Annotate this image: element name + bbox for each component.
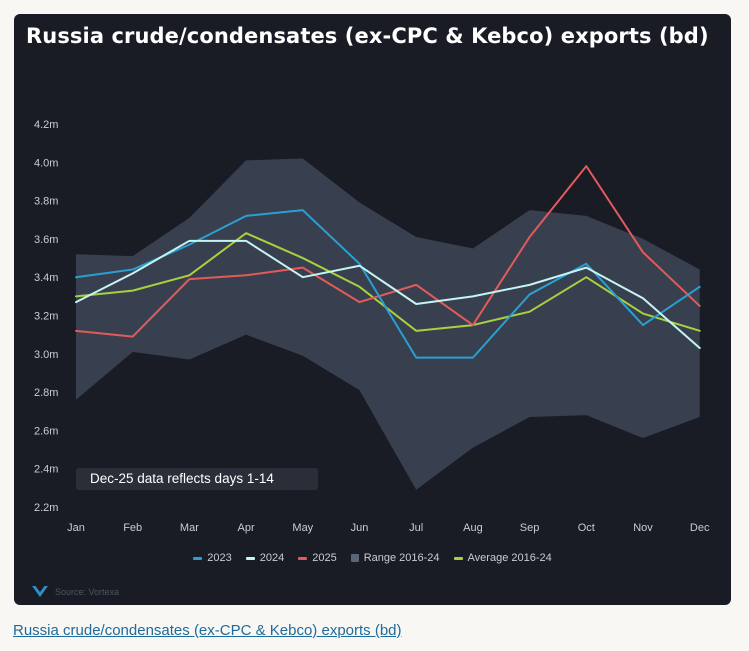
legend-swatch [350,554,359,562]
legend-swatch [193,556,203,560]
x-axis-ticks: Jan Feb Mar Apr May Jun Jul Aug Sep Oct Nov Dec [67,522,710,534]
x-tick-label: May [292,522,313,534]
y-tick-label: 3.8m [34,196,58,208]
legend-swatch [245,556,255,560]
legend-swatch [298,556,308,560]
chart-legend: 2023 2024 2025 Range 2016-24 Average 2016-24 [14,552,731,564]
legend-label: 2024 [259,552,285,564]
x-tick-label: Oct [578,522,595,534]
series-line-2023 [75,209,701,359]
y-axis-ticks: 2.2m 2.4m 2.6m 2.8m 3.0m 3.2m 3.4m 3.6m 3.8m 4.0m… [34,119,58,514]
x-tick-label: Sep [520,522,540,534]
range-band [76,158,700,490]
x-tick-label: Dec [690,522,710,534]
y-tick-label: 3.0m [34,349,58,361]
x-tick-label: Mar [180,522,199,534]
y-tick-label: 3.4m [34,272,58,284]
range-band-layer [76,158,700,490]
vortexa-logo-icon [32,586,48,597]
x-tick-label: Jun [351,522,369,534]
legend-item-range: Range 2016-24 [350,552,440,564]
y-tick-label: 2.6m [34,425,58,437]
y-tick-label: 3.6m [34,234,58,246]
chart-caption-link[interactable]: Russia crude/condensates (ex-CPC & Kebco… [13,622,402,639]
legend-item-2024: 2024 [245,552,285,564]
x-tick-label: Jan [67,522,85,534]
y-tick-label: 2.4m [34,464,58,476]
legend-item-2025: 2025 [298,552,337,564]
legend-item-2023: 2023 [193,552,232,564]
chart-plot: 2.2m 2.4m 2.6m 2.8m 3.0m 3.2m 3.4m 3.6m 3.8m 4.0m… [34,119,710,534]
y-tick-label: 2.8m [34,387,58,399]
chart-card: Russia crude/condensates (ex-CPC & Kebco… [14,14,731,605]
y-tick-label: 3.2m [34,311,58,323]
y-tick-label: 4.0m [34,157,58,169]
legend-label: 2023 [207,552,232,564]
x-tick-label: Jul [409,522,423,534]
series-lines-layer [75,165,701,359]
data-note: Dec-25 data reflects days 1-14 [76,468,318,490]
x-tick-label: Aug [463,522,483,534]
legend-label: 2025 [312,552,337,564]
x-tick-label: Feb [123,522,142,534]
series-line-2025 [75,165,701,338]
chart-title: Russia crude/condensates (ex-CPC & Kebco… [26,24,709,48]
legend-label: Range 2016-24 [363,552,440,564]
y-tick-label: 2.2m [34,502,58,514]
legend-label: Average 2016-24 [467,552,552,564]
legend-item-average: Average 2016-24 [453,552,552,564]
y-tick-label: 4.2m [34,119,58,131]
source-text: Source: Vortexa [55,586,120,597]
x-tick-label: Nov [633,522,653,534]
x-tick-label: Apr [238,522,255,534]
legend-swatch [453,556,463,560]
source-credit: Source: Vortexa [32,586,119,597]
series-line-2024 [75,239,701,350]
